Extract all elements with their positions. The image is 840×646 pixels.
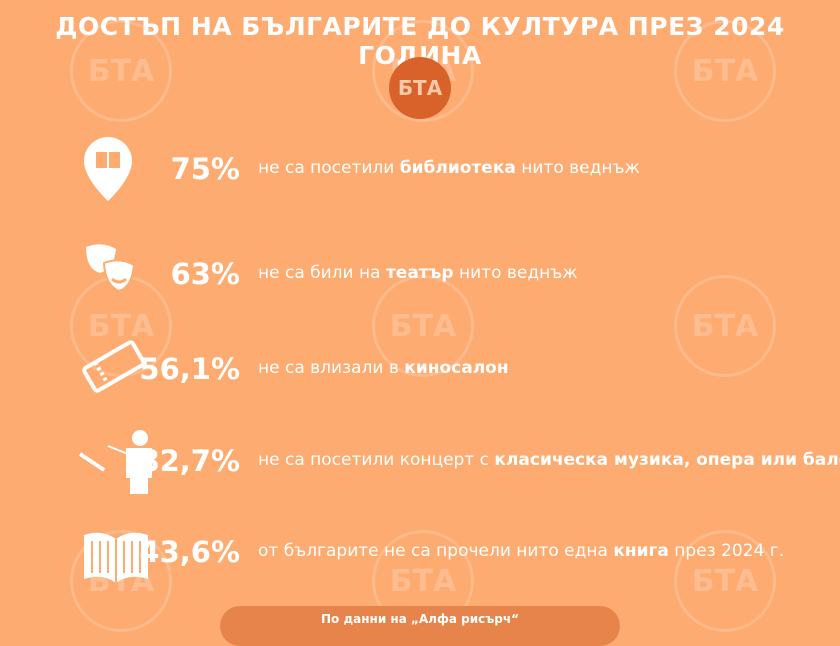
source-note: По данни на „Алфа рисърч“ [220, 606, 620, 646]
text-emphasis: киносалон [404, 358, 509, 378]
icon [78, 332, 156, 412]
watermark: БТА [372, 275, 474, 377]
stat-row: 63% не са били на театър нито веднъж [0, 244, 840, 305]
page: {"header": {"title": "ДОСТЪП НА БЪЛГАРИТ… [0, 12, 840, 646]
stat-text: от българите не са прочели нито една кни… [258, 541, 784, 561]
text-emphasis: театър [385, 263, 454, 283]
stat-value: 75% [170, 152, 240, 186]
text-before: не са посетили [258, 158, 400, 178]
text-after: нито веднъж [515, 158, 640, 178]
text-before: от българите не са прочели нито една [258, 541, 614, 561]
icon [78, 515, 156, 595]
icon [78, 424, 156, 504]
watermark: БТА [70, 20, 172, 122]
icon [78, 237, 156, 317]
stat-text: не са посетили библиотека нито веднъж [258, 158, 640, 178]
watermark: БТА [674, 275, 776, 377]
text-after: през 2024 г. [668, 541, 785, 561]
text-before: не са влизали в [258, 358, 405, 378]
stat-value: 43,6% [139, 535, 240, 569]
stat-row: 75% не са посетили библиотека нито веднъж [0, 137, 840, 201]
text-emphasis: класическа музика, опера или балет [494, 450, 840, 470]
stat-value: 82,7% [139, 444, 240, 478]
text-emphasis: библиотека [399, 158, 516, 178]
stat-row: 43,6% от българите не са прочели нито едн… [0, 523, 840, 583]
stat-text: не са влизали в киносалон [258, 358, 509, 378]
stat-row: 82,7% не са посетили концерт с класическа… [0, 430, 840, 494]
title: ДОСТЪП НА БЪЛГАРИТЕ ДО КУЛТУРА ПРЕЗ 2024… [55, 12, 785, 70]
stat-value: 63% [170, 257, 240, 291]
stat-row: 56,1% не са влизали в киносалон [0, 340, 840, 400]
text-before: не са посетили концерт с [258, 450, 495, 470]
stat-value: 56,1% [139, 352, 240, 386]
text-before: не са били на [258, 263, 386, 283]
watermark: БТА [674, 20, 776, 122]
text-after: нито веднъж [453, 263, 578, 283]
text-emphasis: книга [613, 541, 669, 561]
stat-text: не са посетили концерт с класическа музи… [258, 450, 840, 470]
icon [78, 132, 156, 212]
logo: БТА [389, 57, 451, 119]
stat-text: не са били на театър нито веднъж [258, 263, 578, 283]
